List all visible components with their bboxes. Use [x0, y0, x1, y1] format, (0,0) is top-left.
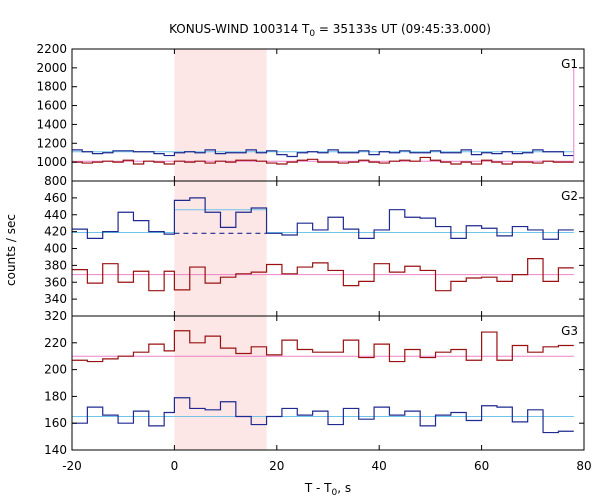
- y-tick-label-g1: 1000: [36, 155, 67, 169]
- panel-frame-g2: [71, 180, 585, 317]
- x-tick-label: -20: [62, 459, 82, 473]
- x-tick-label: 60: [474, 459, 489, 473]
- chart-title: KONUS-WIND 100314 T0 = 35133s UT (09:45:…: [169, 22, 491, 39]
- y-tick-label-g1: 1600: [36, 99, 67, 113]
- y-tick-label-g3: 160: [44, 416, 67, 430]
- y-tick-label-g3: 140: [44, 443, 67, 457]
- series-g3-red: [72, 330, 574, 363]
- panel-frame-g3: [71, 315, 585, 451]
- y-tick-label-g1: 800: [44, 174, 67, 188]
- series-g2-red: [72, 258, 574, 292]
- panel-label-g1: G1: [561, 57, 578, 71]
- y-tick-label-g1: 1200: [36, 136, 67, 150]
- y-tick-label-g2: 380: [44, 258, 67, 272]
- y-tick-label-g1: 1800: [36, 80, 67, 94]
- y-tick-label-g1: 2000: [36, 61, 67, 75]
- series-g2-blue: [72, 197, 574, 240]
- y-tick-label-g2: 420: [44, 225, 67, 239]
- y-tick-label-g2: 440: [44, 208, 67, 222]
- y-tick-label-g3: 220: [44, 336, 67, 350]
- panel-label-g2: G2: [561, 189, 578, 203]
- y-tick-label-g2: 340: [44, 292, 67, 306]
- y-tick-label-g2: 460: [44, 191, 67, 205]
- y-tick-label-g2: 400: [44, 242, 67, 256]
- y-axis-label: counts / sec: [4, 214, 18, 286]
- x-tick-label: 40: [372, 459, 387, 473]
- y-tick-label-g3: 180: [44, 389, 67, 403]
- y-tick-label-g1: 2200: [36, 42, 67, 56]
- y-tick-label-g2: 320: [44, 309, 67, 323]
- x-tick-label: 20: [269, 459, 284, 473]
- x-axis-label: T - T0, s: [304, 481, 351, 498]
- x-tick-label: 0: [171, 459, 179, 473]
- x-tick-label: 80: [576, 459, 591, 473]
- y-tick-label-g1: 1400: [36, 117, 67, 131]
- shaded-interval: [174, 49, 267, 450]
- y-tick-label-g2: 360: [44, 275, 67, 289]
- panel-label-g3: G3: [561, 324, 578, 338]
- series-g1-blue: [72, 149, 574, 158]
- plot-layer: 8001000120014001600180020002200G13203403…: [36, 42, 591, 473]
- y-tick-label-g3: 200: [44, 363, 67, 377]
- series-g3-blue: [72, 397, 574, 434]
- series-g1-red: [72, 156, 574, 165]
